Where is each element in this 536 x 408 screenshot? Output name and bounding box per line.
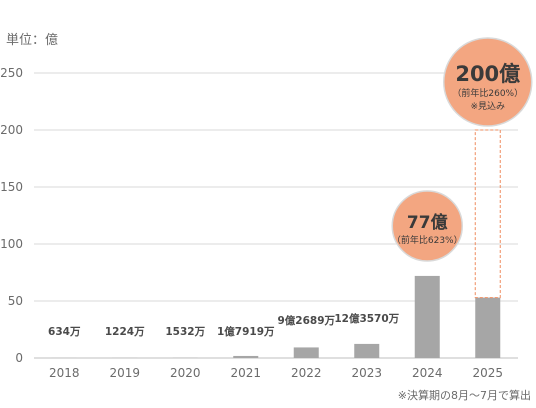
data-label-2018: 634万	[48, 326, 81, 338]
data-label-2022: 9億2689万	[277, 314, 335, 327]
x-tick-label: 2025	[472, 366, 503, 380]
footnote: ※決算期の8月〜7月で算出	[398, 388, 531, 402]
bar-2022	[293, 347, 319, 358]
data-label-2019: 1224万	[105, 326, 145, 338]
data-label-2021: 1億7919万	[217, 325, 275, 338]
unit-label: 単位：億	[6, 32, 58, 48]
y-tick-label: 150	[0, 180, 23, 194]
x-tick-label: 2019	[109, 366, 140, 380]
x-tick-label: 2024	[412, 366, 443, 380]
y-tick-label: 250	[0, 66, 23, 80]
x-tick-label: 2023	[351, 366, 382, 380]
y-tick-label: 0	[15, 351, 23, 365]
y-tick-label: 50	[8, 294, 23, 308]
bar-2025	[475, 297, 501, 358]
callout-growth-2025: （前年比260%）	[452, 87, 523, 99]
projected-bar-2025	[474, 129, 501, 299]
callout-note-2025: ※見込み	[470, 101, 505, 112]
y-tick-label: 200	[0, 123, 23, 137]
bar-2024	[414, 275, 440, 358]
callout-value-2025: 200億	[455, 62, 520, 86]
x-tick-label: 2021	[230, 366, 261, 380]
x-tick-label: 2018	[49, 366, 80, 380]
data-label-2020: 1532万	[165, 326, 205, 338]
callout-value-2024: 77億	[407, 212, 448, 233]
x-tick-label: 2020	[170, 366, 201, 380]
x-tick-label: 2022	[291, 366, 322, 380]
callout-circle-2024	[391, 190, 463, 262]
bar-2023	[354, 343, 380, 358]
data-label-2023: 12億3570万	[334, 312, 399, 325]
callout-growth-2024: （前年比623%）	[392, 234, 463, 246]
y-tick-label: 100	[0, 237, 23, 251]
callout-circle-2025	[443, 37, 533, 127]
bar-2021	[233, 355, 259, 358]
